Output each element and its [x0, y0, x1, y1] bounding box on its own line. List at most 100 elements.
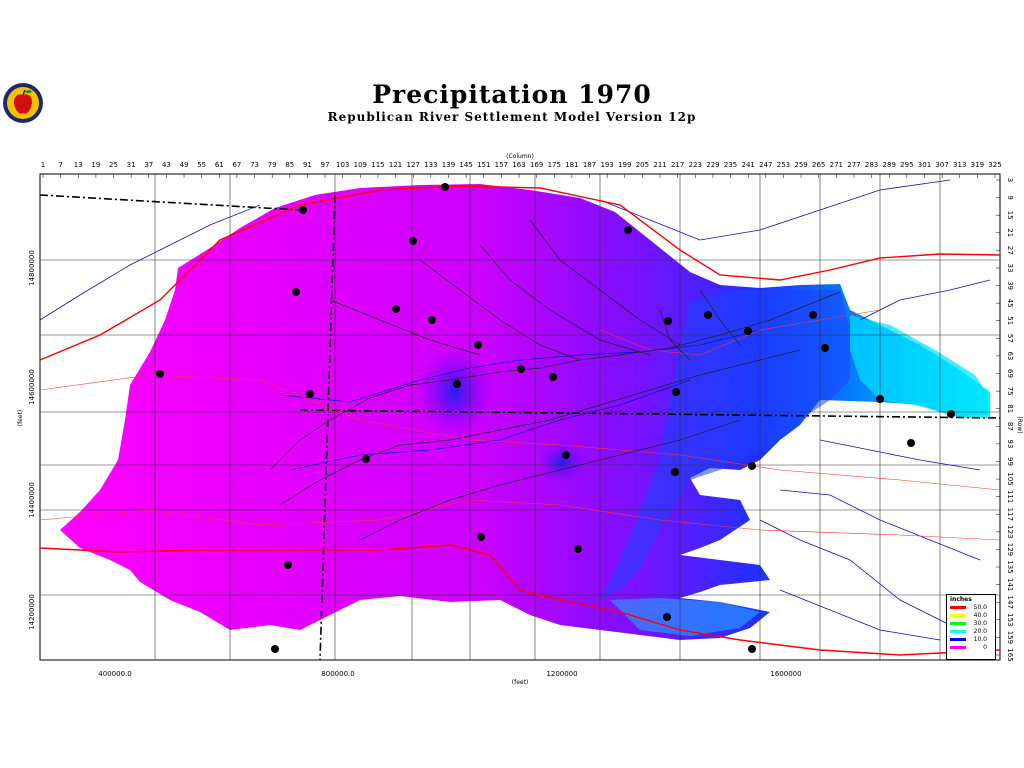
- legend-swatch: [950, 613, 966, 617]
- column-tick-label: 55: [197, 161, 206, 169]
- column-tick-label: 91: [303, 161, 312, 169]
- station-point: [821, 344, 829, 352]
- legend-swatch: [950, 605, 966, 609]
- easting-tick-label: 400000.0: [98, 670, 131, 678]
- legend-title: inches: [950, 596, 972, 603]
- station-point: [299, 206, 307, 214]
- left-axis-title: (feet): [17, 410, 24, 427]
- station-point: [284, 561, 292, 569]
- row-tick-label: 39: [1006, 281, 1014, 290]
- station-point: [409, 237, 417, 245]
- column-tick-label: 295: [900, 161, 913, 169]
- legend-label: 30.0: [973, 619, 987, 627]
- legend-entry: 30.0: [947, 619, 995, 627]
- column-tick-label: 193: [600, 161, 613, 169]
- legend-label: 20.0: [973, 627, 987, 635]
- cyan-lobe-southeast: [610, 598, 760, 636]
- column-tick-label: 235: [724, 161, 737, 169]
- legend-entry: 40.0: [947, 611, 995, 619]
- station-point: [549, 373, 557, 381]
- column-tick-label: 187: [583, 161, 596, 169]
- northing-tick-label: 14400000: [28, 482, 36, 518]
- column-tick-label: 253: [777, 161, 790, 169]
- column-tick-label: 199: [618, 161, 631, 169]
- right-ticks: [996, 179, 1000, 656]
- row-tick-label: 63: [1006, 351, 1014, 360]
- easting-tick-labels: 400000.0 800000.0 1200000 1600000: [98, 670, 801, 678]
- legend-entry: 0: [947, 643, 995, 651]
- station-point: [156, 370, 164, 378]
- row-tick-label: 15: [1006, 211, 1014, 220]
- station-point: [562, 451, 570, 459]
- row-tick-label: 99: [1006, 457, 1014, 466]
- station-point: [907, 439, 915, 447]
- column-tick-label: 271: [830, 161, 843, 169]
- row-tick-label: 153: [1006, 613, 1014, 626]
- blue-core-west: [415, 347, 495, 437]
- easting-tick-label: 1600000: [770, 670, 801, 678]
- column-tick-label: 247: [759, 161, 772, 169]
- station-point: [453, 380, 461, 388]
- column-tick-label: 169: [530, 161, 543, 169]
- legend-swatch: [950, 637, 966, 641]
- column-tick-label: 25: [109, 161, 118, 169]
- station-point: [441, 183, 449, 191]
- column-tick-label: 13: [74, 161, 83, 169]
- legend-swatch: [950, 629, 966, 633]
- station-point: [744, 327, 752, 335]
- column-tick-label: 115: [371, 161, 384, 169]
- column-tick-label: 181: [565, 161, 578, 169]
- station-point: [477, 533, 485, 541]
- logo-icon: [2, 82, 44, 124]
- row-tick-label: 81: [1006, 404, 1014, 413]
- station-point: [748, 645, 756, 653]
- column-tick-label: 109: [354, 161, 367, 169]
- station-point: [306, 390, 314, 398]
- stream-cells: [269, 219, 841, 541]
- column-tick-label: 31: [127, 161, 136, 169]
- station-point: [809, 311, 817, 319]
- legend-swatch: [950, 645, 966, 649]
- northing-tick-label: 14200000: [28, 594, 36, 630]
- northing-tick-labels: 14800000 14600000 14400000 14200000: [28, 250, 36, 630]
- row-tick-label: 111: [1006, 490, 1014, 503]
- column-tick-label: 43: [162, 161, 171, 169]
- column-tick-label: 241: [741, 161, 754, 169]
- column-tick-label: 229: [706, 161, 719, 169]
- northing-tick-label: 14600000: [28, 369, 36, 405]
- column-tick-label: 205: [636, 161, 649, 169]
- column-tick-label: 79: [268, 161, 277, 169]
- legend-label: 40.0: [973, 611, 987, 619]
- column-tick-label: 259: [794, 161, 807, 169]
- row-tick-label: 51: [1006, 316, 1014, 325]
- column-tick-label: 145: [459, 161, 472, 169]
- state-boundaries: [39, 194, 1001, 661]
- blue-band-east: [600, 290, 850, 600]
- column-tick-label: 313: [953, 161, 966, 169]
- legend: inches 50.0 40.0 30.0 20.0 10.0 0: [946, 594, 996, 660]
- row-tick-label: 45: [1006, 299, 1014, 308]
- row-tick-label: 21: [1006, 228, 1014, 237]
- station-point: [428, 316, 436, 324]
- column-tick-label: 151: [477, 161, 490, 169]
- row-tick-label: 57: [1006, 334, 1014, 343]
- column-tick-label: 277: [847, 161, 860, 169]
- column-tick-label: 133: [424, 161, 437, 169]
- row-tick-label: 69: [1006, 369, 1014, 378]
- row-tick-label: 33: [1006, 264, 1014, 273]
- column-tick-label: 97: [321, 161, 330, 169]
- row-tick-label: 27: [1006, 246, 1014, 255]
- station-point: [671, 468, 679, 476]
- column-tick-label: 37: [144, 161, 153, 169]
- easting-tick-label: 1200000: [546, 670, 577, 678]
- legend-entry: 50.0: [947, 603, 995, 611]
- column-tick-label: 103: [336, 161, 349, 169]
- row-tick-label: 117: [1006, 508, 1014, 521]
- station-point: [271, 645, 279, 653]
- column-tick-label: 19: [91, 161, 100, 169]
- column-tick-label: 61: [215, 161, 224, 169]
- map-title: Precipitation 1970: [372, 80, 652, 109]
- station-point: [663, 613, 671, 621]
- column-tick-labels: 1 7 13 19 25 31 37 43 49 55 61 67 73 79 85 91 97 103 109 11…: [41, 161, 1002, 169]
